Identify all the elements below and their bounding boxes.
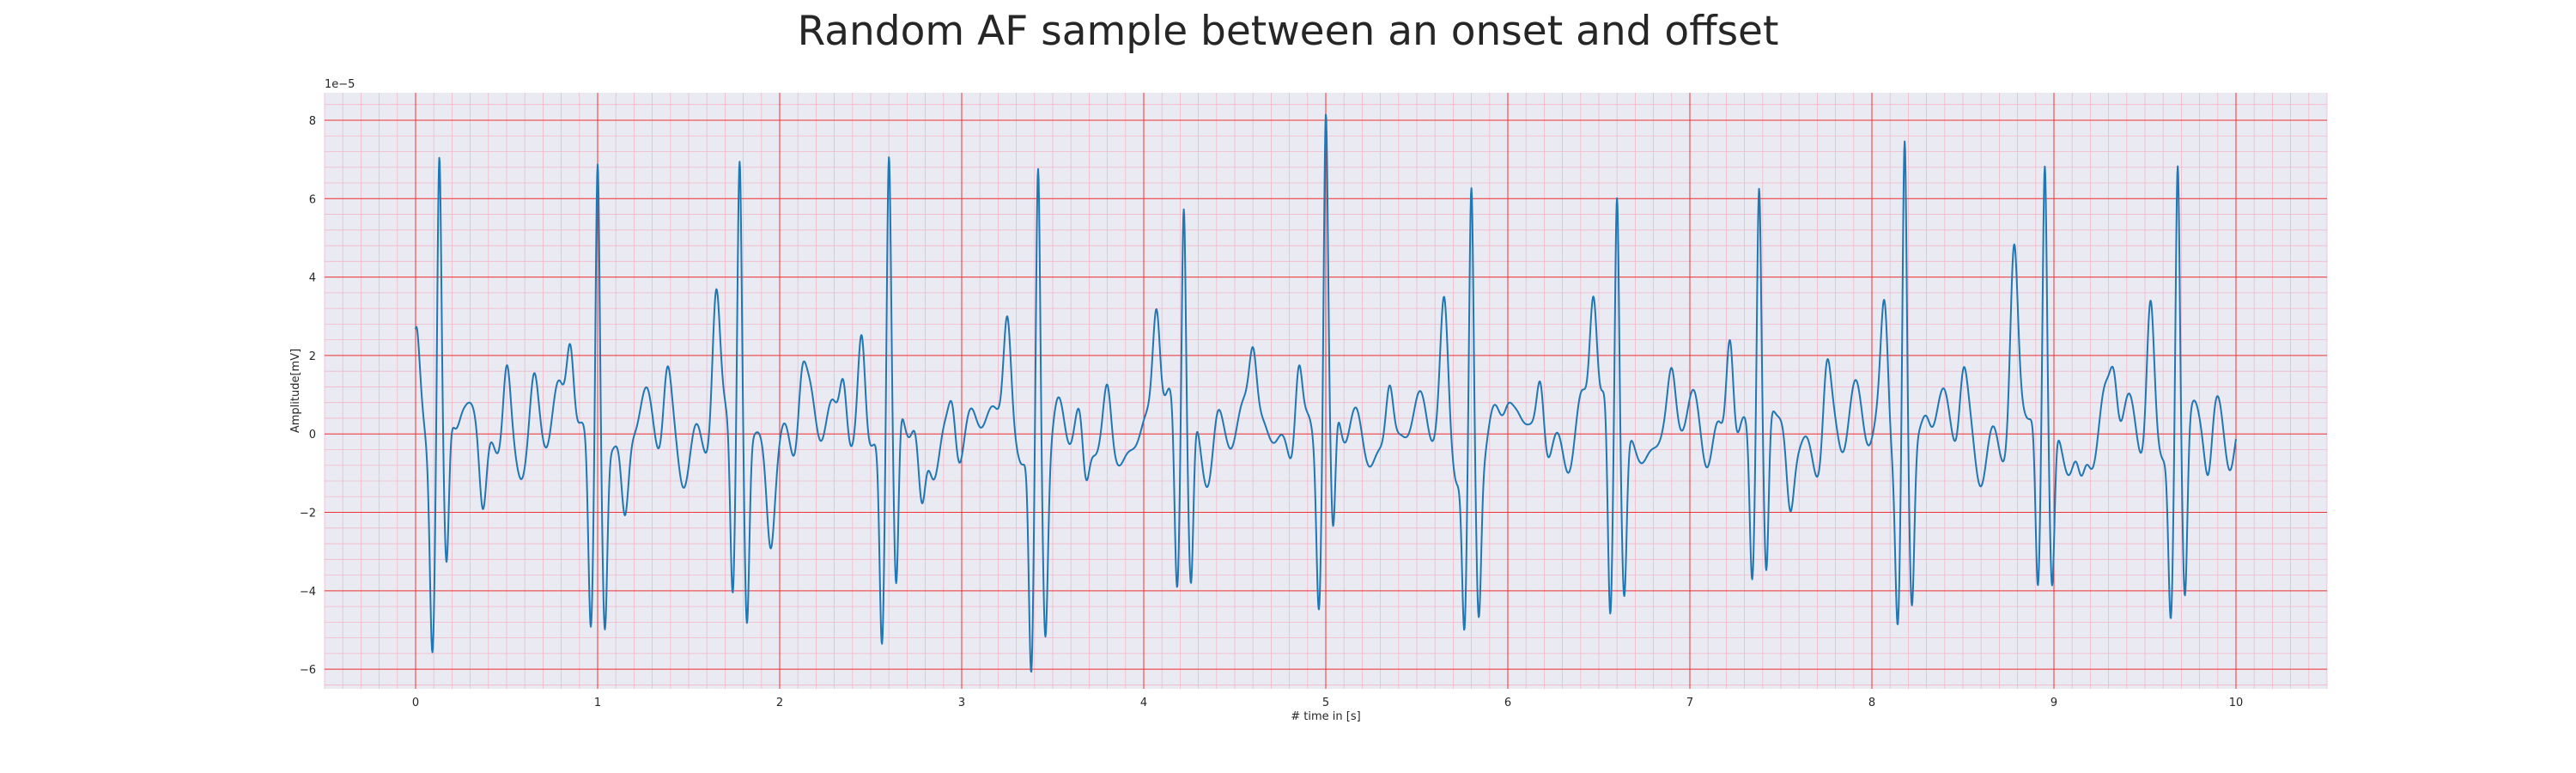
y-tick-label: 6 [309,193,316,206]
x-tick-label: 0 [412,697,419,709]
x-tick-label: 10 [2229,697,2244,709]
y-axis-scale-note: 1e−5 [325,78,355,91]
y-tick-label: 2 [309,350,316,363]
x-tick-label: 6 [1504,697,1511,709]
af-signal-line [415,113,2237,673]
major-grid [325,93,2327,689]
y-axis-label: Amplitude[mV] [289,349,302,433]
y-tick-label: −2 [300,508,316,520]
y-tick-label: 8 [309,115,316,128]
x-axis-label: # time in [s] [1291,710,1360,723]
x-tick-label: 8 [1868,697,1875,709]
x-tick-label: 4 [1140,697,1147,709]
y-tick-label: 4 [309,272,316,285]
y-tick-label: 0 [309,429,316,441]
x-tick-label: 5 [1322,697,1329,709]
x-tick-label: 2 [776,697,783,709]
x-tick-label: 7 [1686,697,1693,709]
series-layer [415,113,2237,673]
y-axis-ticks: −6 −4 −2 0 2 4 6 8 [300,115,316,677]
y-tick-label: −4 [300,586,316,599]
y-tick-label: −6 [300,664,316,677]
x-tick-label: 3 [958,697,965,709]
chart-title: Random AF sample between an onset and of… [798,8,1779,55]
x-tick-label: 1 [594,697,601,709]
x-tick-label: 9 [2050,697,2057,709]
x-axis-ticks: 0 1 2 3 4 5 6 7 8 9 10 [412,697,2243,709]
